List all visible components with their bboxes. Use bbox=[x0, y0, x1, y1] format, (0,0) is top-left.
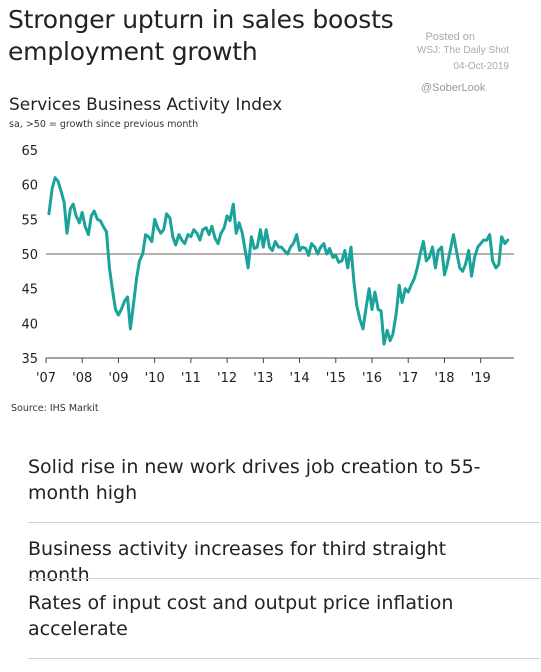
divider bbox=[28, 578, 540, 579]
chart: 35 40 45 50 55 60 65 '07 '08 '09 '10 '11 '12 '13 '14 '1… bbox=[21, 144, 514, 386]
chart-subtitle: sa, >50 = growth since previous month bbox=[9, 119, 199, 130]
x-tick-label: '17 bbox=[398, 371, 418, 386]
watermark-handle: @SoberLook bbox=[421, 82, 486, 94]
x-tick-label: '14 bbox=[289, 371, 309, 386]
key-point-2: Business activity increases for third st… bbox=[28, 538, 447, 586]
y-tick-label: 65 bbox=[21, 144, 38, 159]
x-tick-label: '09 bbox=[108, 371, 128, 386]
y-tick-label: 60 bbox=[21, 179, 38, 194]
y-tick-label: 55 bbox=[21, 213, 38, 228]
divider bbox=[28, 522, 540, 523]
chart-source: Source: IHS Markit bbox=[11, 403, 99, 414]
y-tick-label: 45 bbox=[21, 283, 38, 298]
divider bbox=[28, 658, 540, 659]
x-tick-label: '08 bbox=[72, 371, 92, 386]
x-tick-label: '18 bbox=[434, 371, 454, 386]
watermark-source: WSJ: The Daily Shot bbox=[416, 45, 509, 56]
x-tick-label: '19 bbox=[471, 371, 491, 386]
x-tick-label: '12 bbox=[217, 371, 237, 386]
chart-title: Services Business Activity Index bbox=[9, 95, 283, 115]
x-tick-label: '16 bbox=[362, 371, 382, 386]
y-tick-label: 40 bbox=[21, 317, 38, 332]
watermark-posted: Posted on bbox=[425, 31, 475, 43]
x-tick-label: '10 bbox=[145, 371, 165, 386]
headline: Stronger upturn in sales boosts employme… bbox=[8, 5, 394, 66]
x-tick-label: '13 bbox=[253, 371, 273, 386]
y-tick-label: 35 bbox=[21, 352, 38, 367]
key-point-3: Rates of input cost and output price inf… bbox=[28, 592, 454, 640]
y-tick-label: 50 bbox=[21, 248, 38, 263]
series-line bbox=[47, 176, 510, 346]
watermark-date: 04-Oct-2019 bbox=[453, 61, 509, 72]
x-tick-label: '07 bbox=[36, 371, 56, 386]
x-tick-label: '15 bbox=[326, 371, 346, 386]
x-tick-label: '11 bbox=[181, 371, 201, 386]
key-point-1: Solid rise in new work drives job creati… bbox=[28, 456, 481, 504]
